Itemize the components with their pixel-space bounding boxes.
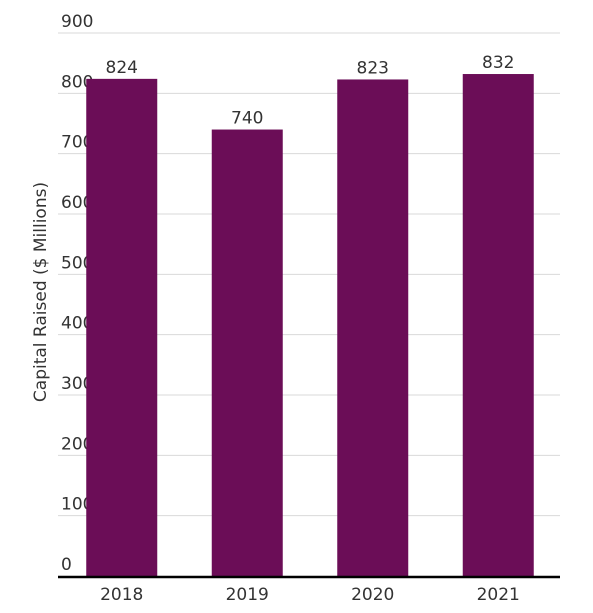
x-tick-labels: 2018 2019 2020 2021	[100, 585, 520, 605]
bar-2020	[337, 79, 409, 576]
data-labels: 824 740 823 832	[106, 53, 515, 129]
y-tick-label: 600	[61, 193, 93, 213]
y-tick-label: 0	[61, 555, 72, 575]
x-tick-label: 2020	[351, 585, 394, 605]
y-tick-label: 500	[61, 253, 93, 273]
y-tick-label: 200	[61, 434, 93, 454]
data-label-2021: 832	[482, 53, 514, 73]
y-tick-label: 400	[61, 314, 93, 334]
y-tick-label: 700	[61, 133, 93, 153]
bars	[86, 74, 534, 577]
data-label-2020: 823	[357, 58, 389, 78]
y-tick-label: 100	[61, 495, 93, 515]
y-tick-label: 300	[61, 374, 93, 394]
bar-2021	[462, 74, 534, 576]
x-tick-label: 2021	[477, 585, 520, 605]
y-tick-label: 900	[61, 12, 93, 32]
y-axis-title: Capital Raised ($ Millions)	[31, 182, 51, 402]
bar-2018	[86, 78, 158, 576]
x-tick-label: 2018	[100, 585, 143, 605]
y-tick-labels: 0 100 200 300 400 500 600 700 800 900	[61, 12, 93, 575]
bar-2019	[211, 129, 283, 577]
data-label-2019: 740	[231, 109, 263, 129]
data-label-2018: 824	[106, 58, 138, 78]
x-tick-label: 2019	[226, 585, 269, 605]
y-tick-label: 800	[61, 72, 93, 92]
